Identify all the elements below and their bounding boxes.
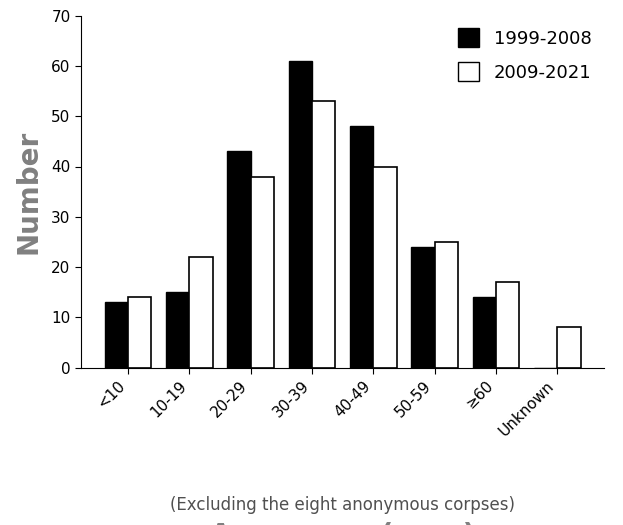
Bar xyxy=(312,101,335,367)
Bar xyxy=(411,247,435,368)
X-axis label: Age range (year): Age range (year) xyxy=(210,522,475,525)
Bar xyxy=(105,302,128,368)
Y-axis label: Number: Number xyxy=(15,130,43,254)
Bar xyxy=(373,166,397,368)
Legend: 1999-2008, 2009-2021: 1999-2008, 2009-2021 xyxy=(450,21,599,89)
Bar xyxy=(166,292,189,368)
Bar xyxy=(189,257,212,368)
Bar xyxy=(473,297,496,368)
Bar xyxy=(350,127,373,368)
Bar xyxy=(435,242,458,368)
Text: (Excluding the eight anonymous corpses): (Excluding the eight anonymous corpses) xyxy=(170,497,515,514)
Bar xyxy=(250,176,274,368)
Bar xyxy=(227,151,250,368)
Bar xyxy=(496,282,519,368)
Bar xyxy=(557,327,581,367)
Bar xyxy=(288,61,312,368)
Bar xyxy=(128,297,151,368)
